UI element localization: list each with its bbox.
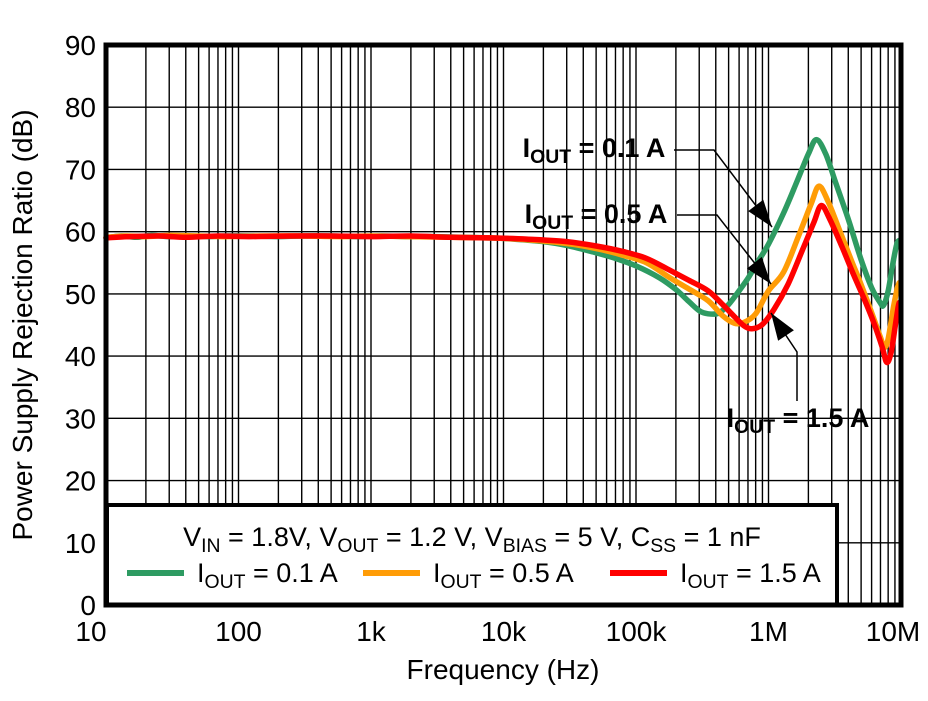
y-tick-label: 80	[65, 92, 96, 123]
y-tick-label: 10	[65, 528, 96, 559]
annotation-arrowhead-1	[746, 256, 771, 284]
y-tick-label: 20	[65, 466, 96, 497]
annotation-label-0: IOUT = 0.1 A	[523, 133, 666, 168]
legend-conditions: VIN = 1.8V, VOUT = 1.2 V, VBIAS = 5 V, C…	[183, 522, 761, 557]
x-tick-label: 1k	[356, 616, 387, 647]
y-tick-label: 70	[65, 154, 96, 185]
curve-series-2	[103, 202, 902, 366]
y-tick-label: 0	[80, 590, 96, 621]
legend-label-0: IOUT = 0.1 A	[197, 558, 338, 593]
legend-label-2: IOUT = 1.5 A	[680, 558, 821, 593]
x-axis-label: Frequency (Hz)	[407, 654, 600, 685]
x-tick-label: 10k	[481, 616, 527, 647]
x-tick-label: 10M	[866, 616, 920, 647]
legend: VIN = 1.8V, VOUT = 1.2 V, VBIAS = 5 V, C…	[105, 503, 839, 607]
annotation-label-1: IOUT = 0.5 A	[525, 199, 668, 234]
y-axis-label: Power Supply Rejection Ratio (dB)	[7, 109, 38, 540]
x-tick-label: 1M	[749, 616, 788, 647]
legend-label-1: IOUT = 0.5 A	[433, 558, 574, 593]
annotations: IOUT = 0.1 A IOUT = 0.5 A IOUT = 1.5 A	[523, 133, 870, 438]
x-tick-label: 100k	[606, 616, 668, 647]
plot-frame	[103, 42, 904, 608]
y-tick-label: 90	[65, 30, 96, 61]
y-tick-label: 40	[65, 341, 96, 372]
x-tick-label: 10	[75, 616, 106, 647]
annotation-leader-1	[677, 214, 772, 285]
annotation-arrowhead-2	[771, 313, 794, 341]
y-tick-label: 30	[65, 403, 96, 434]
x-tick-label: 100	[215, 616, 262, 647]
annotation-leader-0	[674, 149, 773, 228]
annotation-arrowhead-0	[748, 199, 772, 227]
y-tick-label: 60	[65, 217, 96, 248]
y-tick-label: 50	[65, 279, 96, 310]
annotation-label-2: IOUT = 1.5 A	[727, 403, 870, 438]
